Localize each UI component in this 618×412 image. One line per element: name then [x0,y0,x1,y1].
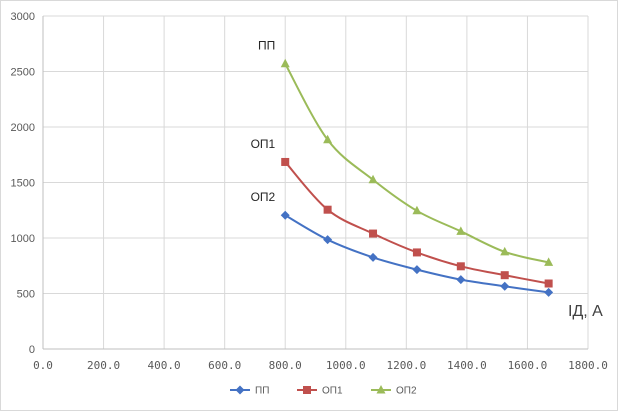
legend[interactable]: ПП ОП1 ОП2 [230,385,417,397]
x-tick-label: 1800.0 [568,359,608,372]
x-tick-label: 600.0 [208,359,241,372]
series-1-point [544,287,554,297]
series-1-point [323,235,333,245]
series-2-point [456,262,465,271]
series-group [280,58,554,297]
series-3-point [544,257,554,266]
legend-label: ОП1 [322,386,343,397]
x-tick-label: 1200.0 [386,359,426,372]
x-tick-label: 1400.0 [447,359,487,372]
y-tick-label: 500 [17,289,35,301]
y-tick-label: 1000 [11,233,35,245]
series-1-point [280,210,290,220]
gridlines [43,15,589,349]
x-axis-label: IД, A [568,303,603,320]
legend-swatch-marker [376,385,386,394]
series-3-point [500,246,510,256]
legend-item-3[interactable]: ОП2 [371,385,417,397]
series-annotation: ОП1 [251,137,276,151]
x-tick-label: 1000.0 [326,359,366,372]
legend-item-1[interactable]: ПП [230,385,269,397]
y-tick-label: 2500 [11,67,35,79]
axes [42,16,588,350]
series-annotation: ПП [258,39,275,53]
series-3-point [368,174,378,184]
series-1-point [412,265,422,275]
legend-label: ПП [255,386,269,397]
y-tick-label: 0 [29,344,35,356]
series-3-point [456,226,466,235]
legend-swatch-marker [235,385,245,395]
series-2-point [281,157,290,166]
legend-label: ОП2 [396,386,417,397]
x-tick-label: 400.0 [148,359,181,372]
series-2-point [369,229,378,238]
series-3-point [323,134,333,144]
x-tick-label: 200.0 [87,359,120,372]
x-tick-label: 0.0 [33,359,53,372]
y-tick-label: 1500 [11,178,35,190]
series-2-point [500,271,509,280]
x-tick-label: 1600.0 [508,359,548,372]
series-3-point [280,58,290,68]
series-2-point [412,248,421,257]
series-2-point [323,205,332,214]
series-annotation: ОП2 [251,190,276,204]
series-2-point [544,279,553,288]
annotations: ПП ОП1 ОП2 [251,39,276,205]
x-tick-label: 800.0 [269,359,302,372]
series-3-line [284,63,549,264]
legend-item-2[interactable]: ОП1 [297,386,343,397]
legend-swatch-marker [303,386,311,394]
tick-labels: 0 500 1000 1500 2000 2500 3000 0.0 200.0 400.0 600… [11,11,608,372]
y-tick-label: 2000 [11,122,35,134]
series-1-point [456,275,466,285]
series-1-point [500,281,510,291]
series-3-point [412,205,422,215]
y-tick-label: 3000 [11,11,35,23]
series-1-point [368,252,378,262]
